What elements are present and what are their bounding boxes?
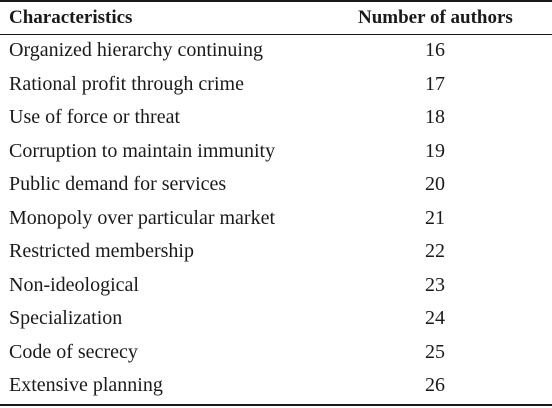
table-row: Corruption to maintain immunity 19 (0, 136, 552, 170)
table-row: Specialization 24 (0, 303, 552, 337)
characteristic-cell: Monopoly over particular market (9, 206, 276, 229)
characteristic-cell: Organized hierarchy continuing (9, 39, 263, 61)
table-header-row: Characteristics Number of authors (0, 2, 552, 34)
table-top-rule (0, 0, 552, 2)
table-row: Public demand for services 20 (0, 169, 552, 203)
characteristic-cell: Public demand for services (9, 173, 227, 195)
table-row: Organized hierarchy continuing 16 (0, 35, 552, 69)
table-row: Rational profit through crime 17 (0, 69, 552, 103)
header-number-of-authors: Number of authors (358, 7, 513, 28)
table-row: Restricted membership 22 (0, 236, 552, 270)
table-row: Monopoly over particular market 21 (0, 203, 552, 237)
authors-count-cell: 20 (425, 173, 445, 195)
authors-count-cell: 22 (425, 240, 445, 262)
header-characteristics: Characteristics (9, 7, 133, 28)
authors-count-cell: 18 (425, 106, 445, 128)
authors-count-cell: 24 (425, 307, 445, 329)
table-bottom-rule (0, 404, 552, 406)
table-row: Code of secrecy 25 (0, 337, 552, 371)
characteristic-cell: Rational profit through crime (9, 72, 244, 95)
table-row: Use of force or threat 18 (0, 102, 552, 136)
table-body: Organized hierarchy continuing 16 Ration… (0, 35, 552, 404)
characteristic-cell: Corruption to maintain immunity (9, 139, 276, 162)
authors-count-cell: 25 (425, 340, 445, 363)
characteristic-cell: Code of secrecy (9, 340, 138, 363)
table-header-rule (0, 34, 552, 35)
authors-count-cell: 16 (425, 39, 445, 61)
authors-count-cell: 17 (425, 72, 445, 95)
characteristic-cell: Non-ideological (9, 273, 139, 296)
table-row: Non-ideological 23 (0, 270, 552, 304)
characteristic-cell: Restricted membership (9, 240, 194, 262)
table-row: Extensive planning 26 (0, 370, 552, 404)
characteristic-cell: Use of force or threat (9, 106, 181, 128)
authors-count-cell: 23 (425, 273, 445, 296)
characteristic-cell: Extensive planning (9, 374, 163, 396)
characteristic-cell: Specialization (9, 307, 123, 329)
authors-count-cell: 26 (425, 374, 445, 396)
authors-count-cell: 19 (425, 139, 445, 162)
authors-count-cell: 21 (425, 206, 445, 229)
